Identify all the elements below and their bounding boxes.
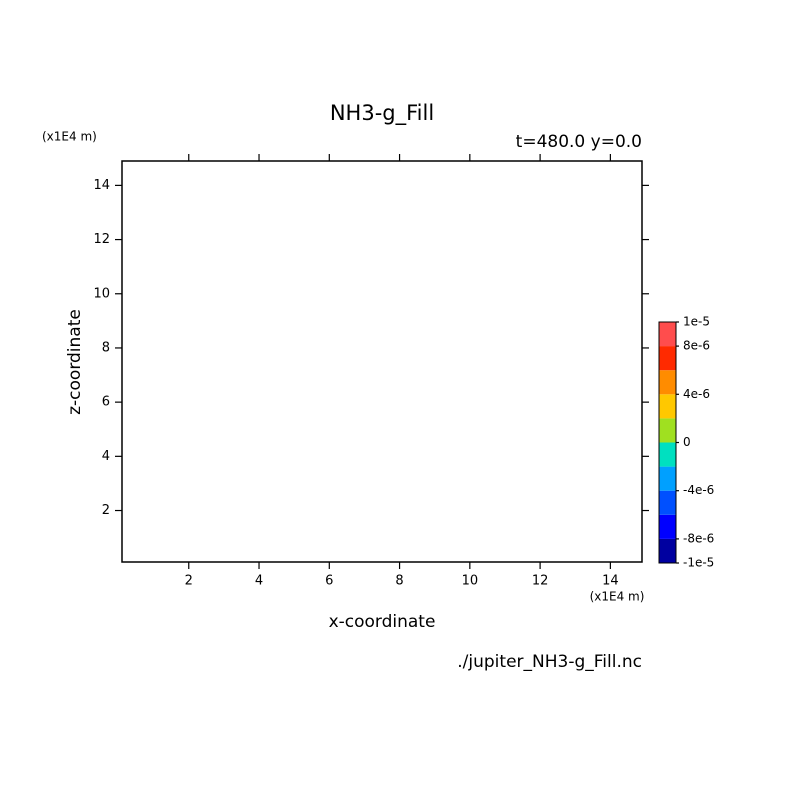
x-tick-label: 2 — [185, 574, 193, 589]
colorbar-tick-label: 4e-6 — [683, 387, 710, 401]
colorbar-tick-label: -8e-6 — [683, 531, 714, 545]
y-tick-label: 4 — [102, 449, 110, 464]
y-tick-label: 8 — [102, 340, 110, 355]
colorbar-tick-label: 1e-5 — [683, 315, 710, 329]
colorbar-band — [659, 370, 676, 395]
colorbar-tick-label: -1e-5 — [683, 556, 714, 570]
colorbar-tick-label: -4e-6 — [683, 483, 714, 497]
colorbar-tick-label: 0 — [683, 435, 691, 449]
x-tick-label: 8 — [395, 574, 403, 589]
x-axis-label: x-coordinate — [329, 612, 436, 632]
chart-subtitle: t=480.0 y=0.0 — [516, 132, 642, 152]
colorbar-band — [659, 466, 676, 491]
x-tick-label: 14 — [602, 574, 619, 589]
x-tick-label: 6 — [325, 574, 333, 589]
x-unit: (x1E4 m) — [590, 590, 645, 604]
colorbar-band — [659, 322, 676, 347]
colorbar-band — [659, 442, 676, 467]
colorbar-band — [659, 418, 676, 443]
y-tick-label: 6 — [102, 395, 110, 410]
colorbar-band — [659, 538, 676, 563]
y-unit: (x1E4 m) — [42, 130, 97, 144]
source-file: ./jupiter_NH3-g_Fill.nc — [457, 652, 642, 672]
x-tick-label: 4 — [255, 574, 263, 589]
y-tick-label: 12 — [93, 232, 110, 247]
chart-title: NH3-g_Fill — [330, 101, 434, 126]
y-tick-label: 14 — [93, 178, 110, 193]
x-tick-label: 10 — [462, 574, 479, 589]
colorbar-band — [659, 514, 676, 539]
y-tick-label: 10 — [93, 286, 110, 301]
colorbar-band — [659, 490, 676, 515]
y-tick-label: 2 — [102, 503, 110, 518]
x-tick-label: 12 — [532, 574, 549, 589]
colorbar-band — [659, 346, 676, 371]
y-axis-label: z-coordinate — [65, 309, 85, 415]
colorbar-tick-label: 8e-6 — [683, 339, 710, 353]
plot-frame — [121, 160, 643, 563]
colorbar-band — [659, 394, 676, 419]
